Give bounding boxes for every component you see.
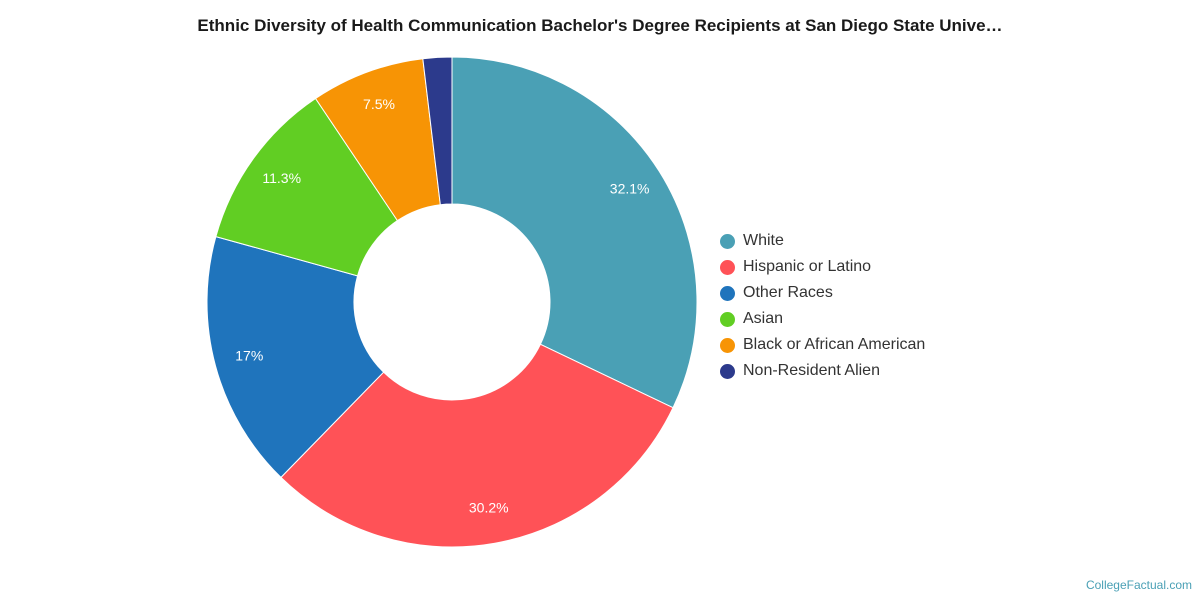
legend-item-non-resident-alien[interactable]: Non-Resident Alien — [720, 358, 925, 384]
legend-label: Non-Resident Alien — [743, 362, 880, 379]
data-label-other-races: 17% — [235, 347, 263, 363]
legend-label: Black or African American — [743, 336, 926, 353]
legend-item-asian[interactable]: Asian — [720, 306, 925, 332]
chart-title: Ethnic Diversity of Health Communication… — [197, 16, 1003, 35]
source-credit[interactable]: CollegeFactual.com — [1085, 578, 1192, 592]
data-label-hispanic-or-latino: 30.2% — [469, 499, 509, 515]
legend-item-hispanic-or-latino[interactable]: Hispanic or Latino — [720, 254, 925, 280]
legend-label: White — [743, 232, 784, 249]
data-label-black-or-african-american: 7.5% — [363, 96, 395, 112]
slice-other-races[interactable] — [206, 235, 385, 479]
legend-marker — [720, 337, 735, 353]
slice-white[interactable] — [451, 56, 698, 409]
slice-asian[interactable] — [215, 97, 399, 277]
legend-marker — [720, 363, 735, 379]
legend-marker — [720, 311, 735, 327]
legend-item-other-races[interactable]: Other Races — [720, 280, 925, 306]
legend-marker — [720, 233, 735, 249]
slice-non-resident-alien[interactable] — [422, 56, 453, 206]
legend-marker — [720, 285, 735, 301]
legend-label: Asian — [743, 310, 784, 327]
data-label-white: 32.1% — [610, 181, 650, 197]
legend-marker — [720, 259, 735, 275]
data-label-asian: 11.3% — [262, 170, 301, 186]
legend-item-black-or-african-american[interactable]: Black or African American — [720, 332, 925, 358]
legend-label: Hispanic or Latino — [743, 258, 872, 275]
chart-legend: White Hispanic or Latino Other Races Asian B… — [720, 228, 925, 384]
legend-item-white[interactable]: White — [720, 228, 925, 254]
legend-label: Other Races — [743, 284, 833, 301]
slice-hispanic-or-latino[interactable] — [280, 343, 674, 548]
